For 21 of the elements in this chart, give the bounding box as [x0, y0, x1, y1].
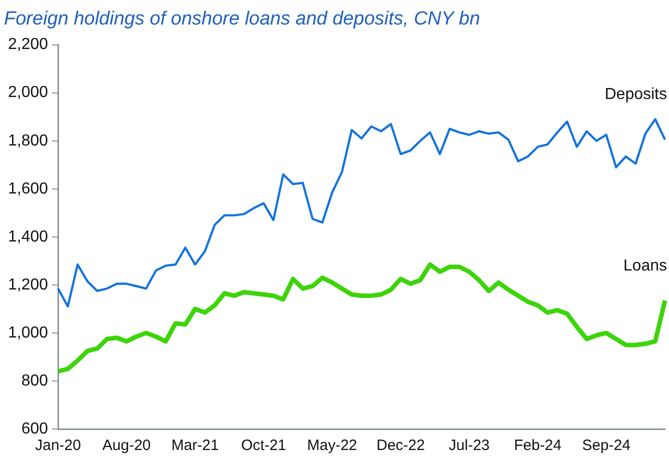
x-tick-label: Jan-20 — [35, 437, 81, 454]
y-tick-label: 800 — [21, 372, 48, 390]
y-tick-label: 1,400 — [8, 228, 48, 246]
series-label: Loans — [623, 258, 667, 275]
x-tick-label: Jul-23 — [448, 437, 490, 454]
x-tick-label: Mar-21 — [171, 437, 219, 454]
x-tick-label: Sep-24 — [582, 437, 630, 454]
y-tick-label: 600 — [21, 420, 48, 438]
y-tick-label: 1,200 — [8, 276, 48, 294]
y-tick-label: 1,600 — [8, 180, 48, 198]
x-tick-label: May-22 — [307, 437, 358, 454]
y-tick-label: 2,000 — [8, 84, 48, 102]
y-tick-label: 1,800 — [8, 132, 48, 150]
x-tick-label: Feb-24 — [514, 437, 562, 454]
x-tick-label: Aug-20 — [102, 437, 151, 454]
chart-title: Foreign holdings of onshore loans and deposits, CNY bn — [4, 8, 480, 30]
x-tick-label: Oct-21 — [241, 437, 286, 454]
y-tick-label: 1,000 — [8, 324, 48, 342]
series-label: Deposits — [604, 86, 667, 104]
x-tick-label: Dec-22 — [376, 437, 425, 454]
y-tick-label: 2,200 — [8, 36, 48, 54]
